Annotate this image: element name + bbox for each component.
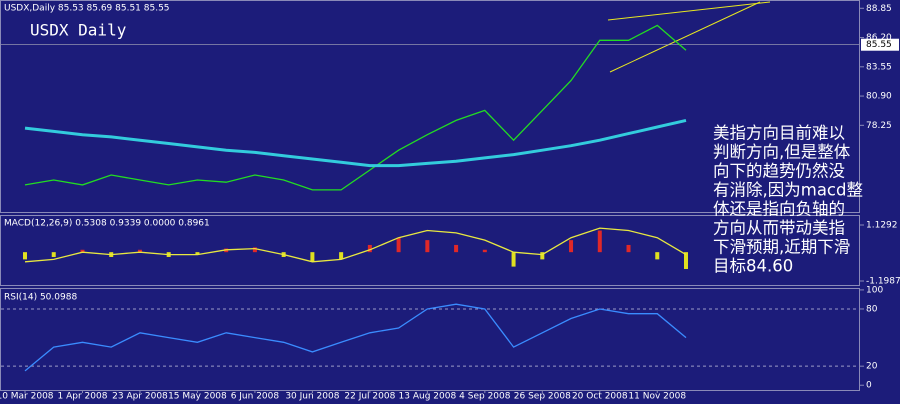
histogram-bar	[597, 230, 602, 253]
x-tick-label: 13 Aug 2008	[399, 392, 457, 402]
annotation: 方向从而带动美指	[713, 219, 845, 238]
y-tick-label: 1.1292	[866, 221, 898, 231]
annotation: 有消除,因为macd整	[713, 181, 863, 200]
histogram-bar	[655, 252, 660, 260]
histogram-bar	[540, 252, 545, 260]
annotation: 向下的趋势仍然没	[713, 162, 845, 181]
histogram-bar	[23, 252, 27, 260]
y-tick-label: 100	[866, 285, 883, 295]
series-line	[24, 24, 687, 191]
y-tick-label: 78.25	[866, 121, 892, 131]
y-tick-label: 88.85	[866, 4, 892, 14]
series-line	[24, 227, 687, 263]
annotation: 判断方向,但是整体	[713, 143, 851, 162]
macd-panel	[0, 215, 860, 286]
x-tick-label: 1 Apr 2008	[58, 392, 108, 402]
x-tick-label: 26 Sep 2008	[514, 392, 571, 402]
annotation: 目标84.60	[713, 257, 793, 276]
histogram-bar	[511, 252, 516, 267]
x-tick-label: 4 Sep 2008	[459, 392, 511, 402]
x-tick-label: 20 Oct 2008	[572, 392, 628, 402]
y-tick-label: 20	[866, 362, 878, 372]
last-price-box	[861, 38, 899, 51]
x-tick-label: 22 Jul 2008	[344, 392, 395, 402]
histogram-bar	[51, 252, 56, 257]
histogram-bar	[367, 244, 372, 253]
histogram-bar	[339, 252, 344, 260]
x-tick-label: 11 Nov 2008	[628, 392, 686, 402]
series-line	[24, 118, 687, 168]
histogram-bar	[80, 249, 85, 253]
x-tick-label: 30 Jun 2008	[285, 392, 339, 402]
last-price-label: 85.55	[866, 40, 892, 50]
rsi-panel	[0, 288, 860, 391]
annotation: 体还是指向负轴的	[713, 200, 845, 219]
y-tick-label: 83.55	[866, 62, 892, 72]
trend-line	[607, 1, 771, 21]
histogram-bar	[626, 244, 631, 253]
header: USDX,Daily 85.53 85.69 85.51 85.55	[4, 4, 170, 14]
histogram-bar	[425, 240, 430, 253]
annotation: 下滑预期,近期下滑	[713, 238, 850, 257]
histogram-bar	[195, 252, 200, 255]
chart-title: USDX Daily	[30, 21, 127, 40]
x-tick-label: 10 Mar 2008	[0, 392, 54, 402]
y-tick-label: 80	[866, 304, 878, 314]
histogram-bar	[482, 249, 487, 253]
histogram-bar	[310, 252, 315, 262]
x-tick-label: 6 Jun 2008	[231, 392, 280, 402]
y-tick-label: 86.20	[866, 33, 892, 43]
trend-line	[609, 1, 761, 73]
histogram-bar	[569, 240, 574, 253]
histogram-bar	[137, 249, 142, 253]
y-tick-label: -1.1987	[866, 276, 900, 286]
annotation: 美指方向目前难以	[713, 124, 845, 143]
histogram-bar	[252, 247, 257, 253]
rsi-header: RSI(14) 50.0988	[4, 293, 77, 303]
histogram-bar	[396, 237, 401, 253]
histogram-bar	[684, 252, 688, 270]
x-tick-label: 15 May 2008	[168, 392, 227, 402]
main-panel	[0, 0, 860, 213]
macd-header: MACD(12,26,9) 0.5308 0.9339 0.0000 0.896…	[4, 219, 210, 229]
y-tick-label: 80.90	[866, 92, 892, 102]
y-tick-label: 0	[866, 381, 872, 391]
x-tick-label: 23 Apr 2008	[112, 392, 168, 402]
series-line	[24, 303, 687, 372]
histogram-bar	[454, 244, 459, 253]
